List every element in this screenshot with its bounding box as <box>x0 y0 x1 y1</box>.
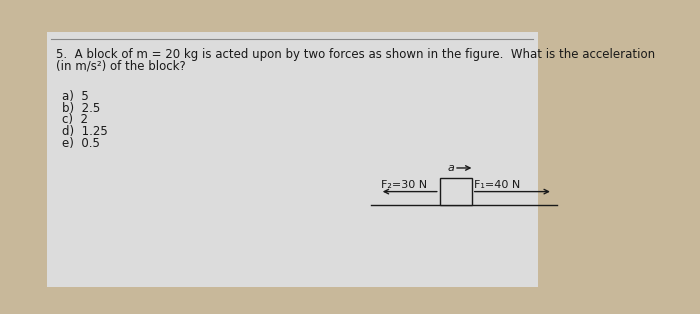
Text: c)  2: c) 2 <box>62 113 88 127</box>
Text: (in m/s²) of the block?: (in m/s²) of the block? <box>56 59 186 73</box>
Text: a)  5: a) 5 <box>62 90 89 103</box>
Text: e)  0.5: e) 0.5 <box>62 137 100 150</box>
Text: a: a <box>447 163 454 173</box>
Text: d)  1.25: d) 1.25 <box>62 125 108 138</box>
Bar <box>48 32 538 287</box>
Bar <box>440 178 472 205</box>
Text: b)  2.5: b) 2.5 <box>62 102 101 115</box>
Text: F₂=30 N: F₂=30 N <box>382 180 428 190</box>
Text: 5.  A block of m = 20 kg is acted upon by two forces as shown in the figure.  Wh: 5. A block of m = 20 kg is acted upon by… <box>56 48 655 61</box>
Text: F₁=40 N: F₁=40 N <box>475 180 521 190</box>
